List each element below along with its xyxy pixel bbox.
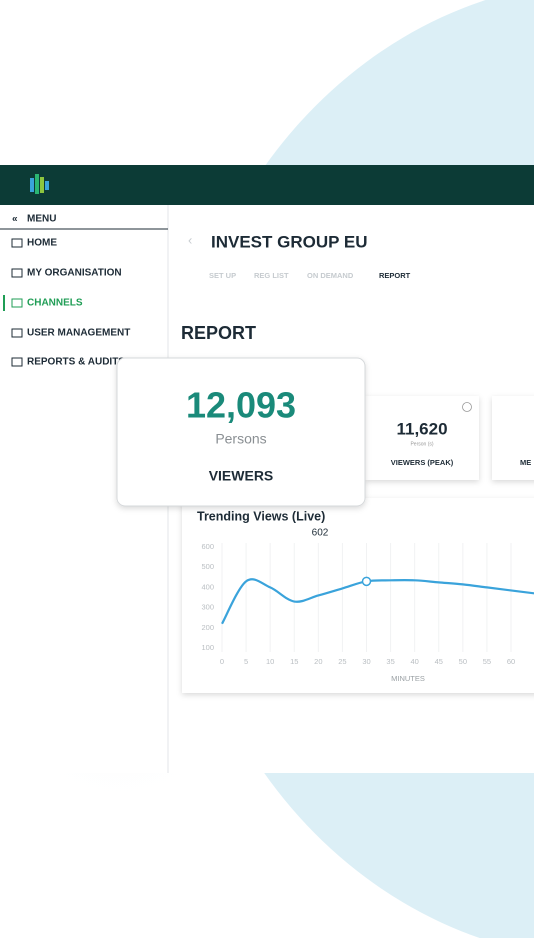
tab[interactable]: SET UP xyxy=(209,271,236,280)
card-label: VIEWERS xyxy=(209,468,274,484)
y-tick-label: 600 xyxy=(201,542,214,551)
x-tick-label: 40 xyxy=(410,657,418,666)
x-tick-label: 60 xyxy=(507,657,515,666)
logo xyxy=(30,174,49,194)
nav-item[interactable]: HOME xyxy=(27,238,57,249)
sidebar-nav: HOME MY ORGANISATION CHANNELS USER MANAGEME… xyxy=(3,238,130,368)
top-bar xyxy=(0,165,534,205)
x-tick-label: 50 xyxy=(459,657,467,666)
menu-toggle[interactable]: MENU xyxy=(27,214,56,225)
chart-title: Trending Views (Live) xyxy=(197,509,325,523)
x-tick-label: 30 xyxy=(362,657,370,666)
card-unit: Persons xyxy=(215,431,266,447)
highlight-card xyxy=(116,357,366,507)
metric-card xyxy=(492,396,534,480)
y-tick-label: 100 xyxy=(201,643,214,652)
nav-icon[interactable] xyxy=(11,238,23,248)
nav-icon[interactable] xyxy=(11,298,23,308)
metric-card xyxy=(365,396,479,480)
x-tick-label: 0 xyxy=(220,657,224,666)
info-icon[interactable] xyxy=(462,402,472,412)
y-tick-label: 300 xyxy=(201,603,214,612)
card-value: 11,620 xyxy=(396,419,447,438)
x-axis-label: MINUTES xyxy=(391,674,425,683)
menu-toggle-icon[interactable]: « xyxy=(12,214,18,225)
card-label: ME xyxy=(520,458,531,467)
nav-item[interactable]: USER MANAGEMENT xyxy=(27,328,130,339)
x-tick-label: 5 xyxy=(244,657,248,666)
plot-area: 100 200 300 400 500 600 0 5 10 15 20 25 30 35 40 45 50 55… xyxy=(201,542,534,666)
annotation: 602 xyxy=(312,528,329,539)
card-value: 12,093 xyxy=(186,385,296,426)
section-title: REPORT xyxy=(181,323,256,343)
x-tick-label: 45 xyxy=(435,657,443,666)
nav-icon[interactable] xyxy=(11,357,23,367)
nav-icon[interactable] xyxy=(11,328,23,338)
tab[interactable]: ON DEMAND xyxy=(307,271,354,280)
nav-item[interactable]: MY ORGANISATION xyxy=(27,268,122,279)
x-tick-label: 35 xyxy=(386,657,394,666)
x-tick-label: 55 xyxy=(483,657,491,666)
nav-item[interactable]: CHANNELS xyxy=(27,298,83,309)
chart: Trending Views (Live)6021002003004005006… xyxy=(197,509,534,683)
y-tick-label: 400 xyxy=(201,582,214,591)
tab[interactable]: REG LIST xyxy=(254,271,289,280)
tab[interactable]: REPORT xyxy=(379,271,411,280)
tabs: SET UP REG LIST ON DEMAND REPORT xyxy=(209,271,411,280)
page-title: INVEST GROUP EU xyxy=(211,232,368,251)
back-arrow[interactable]: ‹ xyxy=(188,232,192,247)
nav-icon[interactable] xyxy=(11,268,23,278)
active-indicator xyxy=(3,295,5,311)
card-unit: Person (s) xyxy=(410,441,433,447)
series-line xyxy=(221,578,534,625)
x-tick-label: 10 xyxy=(266,657,274,666)
y-tick-label: 500 xyxy=(201,562,214,571)
highlight-point xyxy=(361,576,372,587)
x-tick-label: 20 xyxy=(314,657,322,666)
card-label: VIEWERS (PEAK) xyxy=(391,458,454,467)
chart-panel xyxy=(182,498,534,693)
x-tick-label: 15 xyxy=(290,657,298,666)
y-tick-label: 200 xyxy=(201,623,214,632)
nav-item[interactable]: REPORTS & AUDITS xyxy=(27,357,125,368)
x-tick-label: 25 xyxy=(338,657,346,666)
